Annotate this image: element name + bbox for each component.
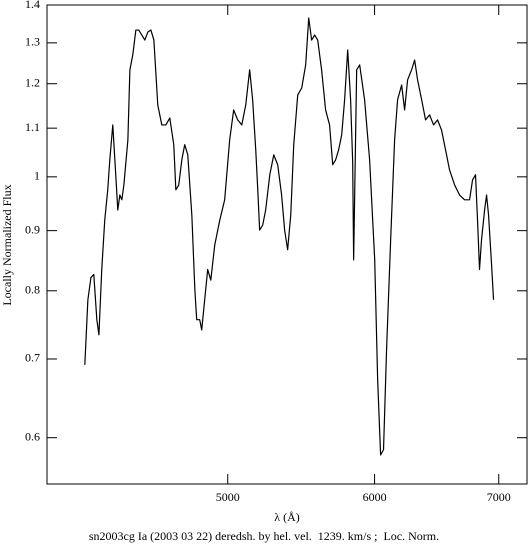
y-tick-label: 1.2 [25, 75, 40, 89]
y-tick-label: 1 [34, 169, 40, 183]
x-tick-label: 5000 [216, 490, 240, 504]
y-tick-label: 0.9 [25, 222, 40, 236]
y-tick-label: 0.6 [25, 429, 40, 443]
y-axis-label: Locally Normalized Flux [0, 184, 14, 305]
spectrum-line [84, 17, 495, 456]
x-tick-label: 7000 [487, 490, 511, 504]
y-tick-label: 0.8 [25, 283, 40, 297]
y-tick-label: 0.7 [25, 351, 40, 365]
plot-frame [46, 4, 528, 485]
x-axis-label: λ (Å) [274, 510, 299, 524]
y-tick-label: 1.3 [25, 35, 40, 49]
x-tick-label: 6000 [363, 490, 387, 504]
caption: sn2003cg Ia (2003 03 22) deredsh. by hel… [89, 529, 439, 543]
y-tick-label: 1.4 [25, 0, 40, 11]
y-tick-label: 1.1 [25, 120, 40, 134]
